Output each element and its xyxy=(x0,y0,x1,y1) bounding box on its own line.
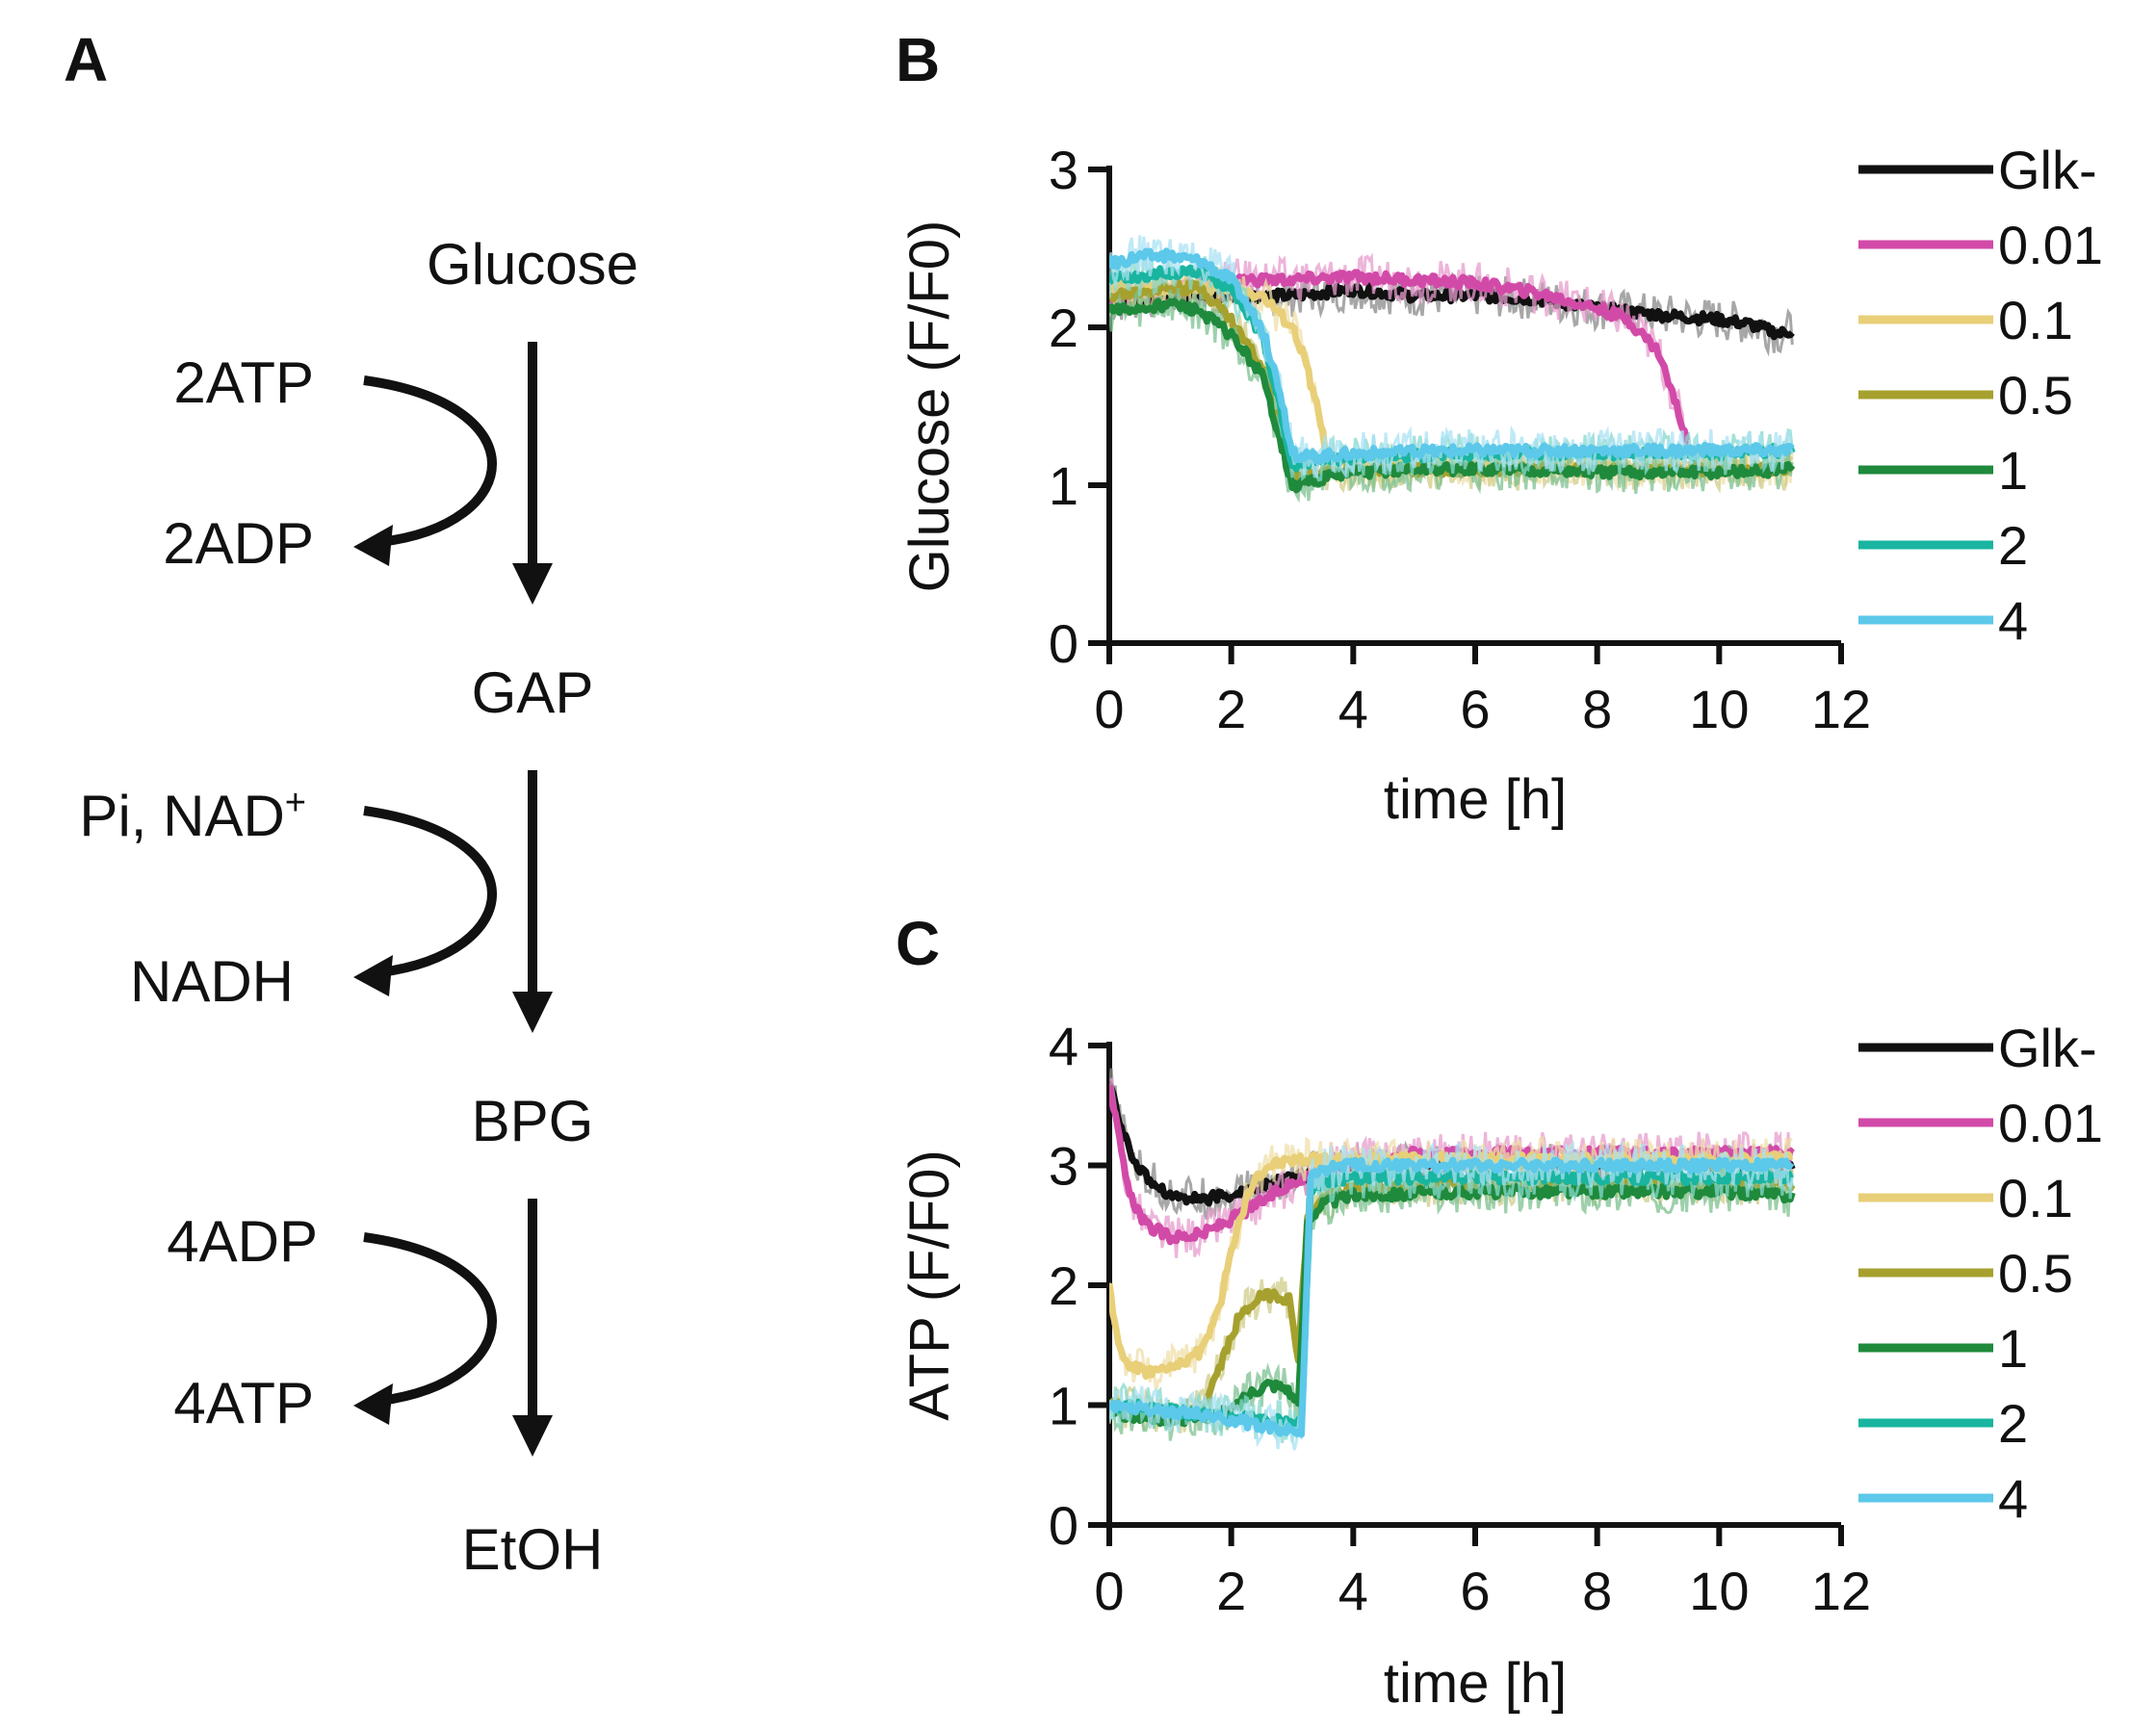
y-tick-label: 1 xyxy=(1049,455,1078,516)
x-tick-label: 6 xyxy=(1460,679,1490,739)
cofactor-in-step-3: 4ADP xyxy=(167,1209,318,1274)
cofactor-in-step-1: 2ATP xyxy=(173,350,314,415)
curved-arrow-step-1 xyxy=(363,375,497,547)
y-tick-label: 2 xyxy=(1049,1255,1078,1316)
x-tick-label: 4 xyxy=(1338,679,1368,739)
curved-arrowhead-step-1 xyxy=(353,525,393,566)
x-axis-title: time [h] xyxy=(1384,1652,1567,1715)
x-tick-label: 6 xyxy=(1460,1561,1490,1621)
curved-arrowhead-step-3 xyxy=(353,1383,393,1425)
cofactor-out-step-1: 2ADP xyxy=(163,511,314,576)
metabolite-gap: GAP xyxy=(472,660,594,725)
panel-a-letter: A xyxy=(64,25,108,94)
legend-label-0.1: 0.1 xyxy=(1998,290,2073,350)
pathway-arrowhead-3 xyxy=(512,1415,553,1457)
panel-b-letter: B xyxy=(896,25,940,94)
cofactor-in-step-2-text: Pi, NAD xyxy=(79,784,284,848)
legend-label-Glk-: Glk- xyxy=(1998,140,2097,200)
x-tick-label: 2 xyxy=(1216,679,1246,739)
y-tick-label: 3 xyxy=(1049,140,1078,200)
legend-label-2: 2 xyxy=(1998,1393,2028,1454)
cofactor-out-step-2: NADH xyxy=(130,949,294,1014)
cofactor-in-step-2-superscript: + xyxy=(285,783,306,823)
series-line-4 xyxy=(1109,247,1795,465)
legend-label-2: 2 xyxy=(1998,515,2028,576)
cofactor-in-step-2: Pi, NAD+ xyxy=(79,783,306,848)
legend-label-0.5: 0.5 xyxy=(1998,1243,2073,1304)
y-axis-title: ATP (F/F0) xyxy=(898,1150,961,1420)
legend-label-Glk-: Glk- xyxy=(1998,1018,2097,1078)
x-tick-label: 12 xyxy=(1811,679,1871,739)
legend-label-1: 1 xyxy=(1998,440,2028,501)
x-tick-label: 0 xyxy=(1094,1561,1124,1621)
y-tick-label: 0 xyxy=(1049,1495,1078,1556)
legend-label-4: 4 xyxy=(1998,590,2028,651)
legend-label-1: 1 xyxy=(1998,1318,2028,1379)
x-axis-title: time [h] xyxy=(1384,768,1567,831)
x-tick-label: 2 xyxy=(1216,1561,1246,1621)
pathway-arrowhead-2 xyxy=(512,992,553,1033)
metabolite-bpg: BPG xyxy=(472,1089,594,1153)
legend-label-0.5: 0.5 xyxy=(1998,365,2073,426)
legend-label-0.01: 0.01 xyxy=(1998,215,2103,275)
y-tick-label: 0 xyxy=(1049,613,1078,674)
x-tick-label: 10 xyxy=(1689,679,1749,739)
pathway-arrowhead-1 xyxy=(512,563,553,605)
curved-arrow-step-2 xyxy=(363,806,497,977)
x-tick-label: 10 xyxy=(1689,1561,1749,1621)
cofactor-out-step-3: 4ATP xyxy=(173,1371,314,1435)
legend-label-0.01: 0.01 xyxy=(1998,1093,2103,1153)
curved-arrowhead-step-2 xyxy=(353,955,393,996)
x-tick-label: 0 xyxy=(1094,679,1124,739)
legend-label-0.1: 0.1 xyxy=(1998,1168,2073,1228)
y-tick-label: 4 xyxy=(1049,1016,1078,1076)
x-tick-label: 4 xyxy=(1338,1561,1368,1621)
y-tick-label: 2 xyxy=(1049,297,1078,358)
x-tick-label: 12 xyxy=(1811,1561,1871,1621)
curved-arrow-step-3 xyxy=(363,1232,497,1406)
legend-label-4: 4 xyxy=(1998,1468,2028,1529)
x-tick-label: 8 xyxy=(1582,1561,1612,1621)
panel-c-letter: C xyxy=(896,909,940,978)
y-tick-label: 1 xyxy=(1049,1376,1078,1436)
x-tick-label: 8 xyxy=(1582,679,1612,739)
series-line-4 xyxy=(1109,1156,1795,1438)
y-axis-title: Glucose (F/F0) xyxy=(898,220,961,593)
metabolite-glucose: Glucose xyxy=(427,232,638,297)
panel-a: A Glucose GAP BPG EtOH 2ATP 2ADP Pi, NAD… xyxy=(64,25,638,1582)
metabolite-etoh: EtOH xyxy=(462,1517,604,1582)
y-tick-label: 3 xyxy=(1049,1136,1078,1197)
